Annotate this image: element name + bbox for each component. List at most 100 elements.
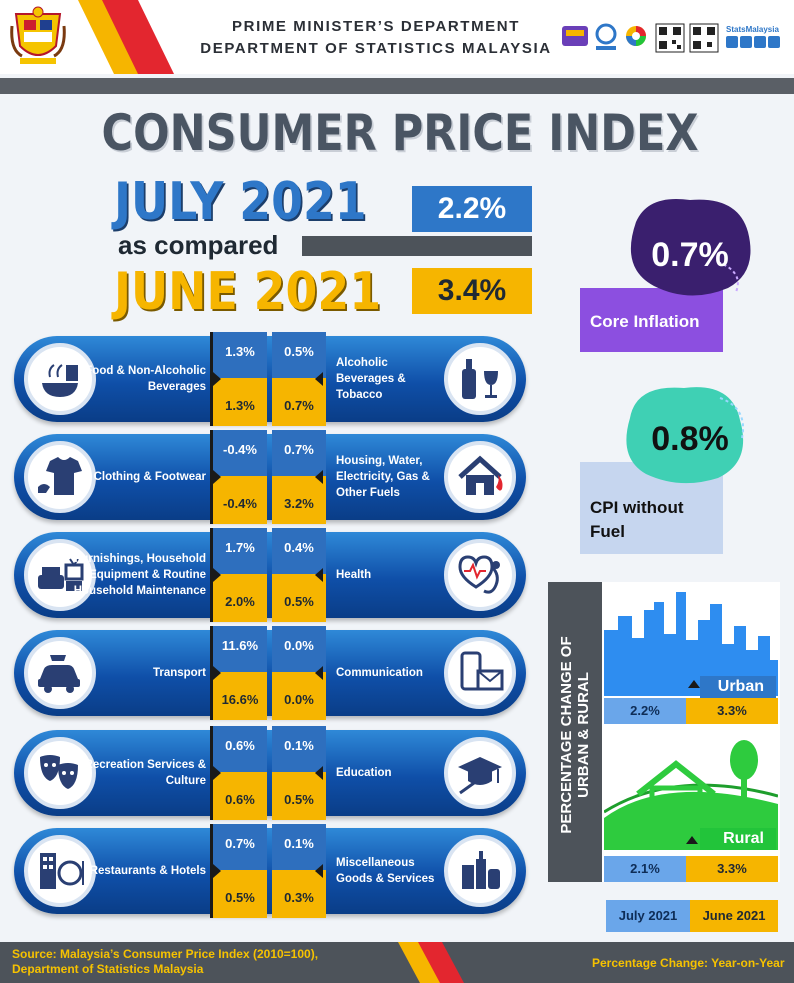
previous-period-value: 0.7% [272,378,326,426]
group-label-left: Clothing & Footwear [93,471,206,483]
core-inflation-label: Core Inflation [590,312,700,331]
mystats-logo-icon [595,23,617,50]
previous-period-value: -0.4% [213,476,267,524]
pointer-notch [315,666,323,680]
pointer-notch [213,666,221,680]
group-label-right: Education [336,767,392,779]
group-row: Clothing & Footwear Housing, Water, Elect… [14,430,526,524]
core-inflation-blob [630,198,751,296]
current-period-heading: JULY 2021 [114,172,367,232]
group-row: Transport Communication 11.6% 16.6% 0.0% 0.0% [14,626,526,720]
value-column-right: 0.1% 0.3% [272,824,326,918]
hotel-icon [24,835,96,907]
theatre-masks-icon [24,737,96,809]
stats-logo-icon [562,26,588,46]
group-label-right: Housing, Water, Electricity, Gas & Other… [336,455,430,499]
group-label-left: Furnishings, Household Equipment & Routi… [73,553,206,597]
pointer-notch [213,766,221,780]
headline-previous-value: 3.4% [412,268,532,314]
legend-current-period: July 2021 [606,900,690,932]
value-column-left: 1.7% 2.0% [210,528,267,622]
rural-label: Rural [700,828,776,850]
house-icon [444,441,516,513]
previous-period-value: 0.6% [213,772,267,820]
bottle-glass-icon [444,343,516,415]
svg-text:StatsMalaysia: StatsMalaysia [726,25,779,34]
malaysia-crest-icon [10,6,66,64]
current-period-value: 1.3% [213,332,267,378]
group-label-right: Miscellaneous Goods & Services [336,857,435,885]
car-icon [24,637,96,709]
group-row: Recreation Services & Culture Education 0.… [14,726,526,820]
pointer-notch [213,864,221,878]
group-label-left: Restaurants & Hotels [89,865,206,877]
current-period-value: 0.1% [272,824,326,870]
pointer-notch [315,766,323,780]
legend-previous-period: June 2021 [690,900,778,932]
group-row: Food & Non-Alcoholic Beverages Alcoholic … [14,332,526,426]
value-column-left: -0.4% -0.4% [210,430,267,524]
food-icon [24,343,96,415]
headline-current-value: 2.2% [412,186,532,232]
pointer-notch [213,470,221,484]
previous-period-value: 1.3% [213,378,267,426]
previous-period-heading: JUNE 2021 [114,262,382,322]
value-column-right: 0.0% 0.0% [272,626,326,720]
cpi-without-fuel-blob [626,387,744,484]
footer-stripe-decoration [398,942,464,983]
stethoscope-icon [444,539,516,611]
current-period-value: 1.7% [213,528,267,574]
previous-period-value: 0.5% [213,870,267,918]
core-inflation-panel [580,288,723,352]
value-column-left: 1.3% 1.3% [210,332,267,426]
city-skyline-icon [604,592,778,696]
department-line-1: PRIME MINISTER’S DEPARTMENT [232,18,520,35]
urban-label: Urban [700,676,776,698]
source-line-2: Department of Statistics Malaysia [12,962,204,976]
value-column-right: 0.4% 0.5% [272,528,326,622]
toiletries-icon [444,835,516,907]
rural-current-value: 2.1% [604,856,686,882]
pointer-notch [315,864,323,878]
urban-current-value: 2.2% [604,698,686,724]
furniture-icon [24,539,96,611]
clothing-icon [24,441,96,513]
source-line-1: Source: Malaysia’s Consumer Price Index … [12,947,319,961]
group-label-left: Recreation Services & Culture [84,759,206,787]
pointer-notch [213,568,221,582]
group-label-right: Health [336,569,372,581]
core-inflation-value: 0.7% [651,236,729,274]
pointer-notch [315,470,323,484]
value-column-right: 0.5% 0.7% [272,332,326,426]
compared-label: as compared [118,230,279,260]
previous-period-value: 0.5% [272,574,326,622]
pointer-notch [315,568,323,582]
pointer-notch [315,372,323,386]
current-period-value: 0.4% [272,528,326,574]
current-period-value: 0.5% [272,332,326,378]
compare-bar [302,236,532,256]
current-period-value: -0.4% [213,430,267,476]
page-title: CONSUMER PRICE INDEX [101,104,699,162]
value-column-right: 0.7% 3.2% [272,430,326,524]
department-line-2: DEPARTMENT OF STATISTICS MALAYSIA [200,40,552,57]
cpi-without-fuel-value: 0.8% [651,420,729,458]
qr-code-icon-2 [689,23,719,53]
qr-code-icon [655,23,685,53]
urban-rural-side-bar [548,582,602,882]
current-period-value: 0.7% [272,430,326,476]
sdg-wheel-icon [626,26,646,46]
current-period-value: 0.1% [272,726,326,772]
group-row: Furnishings, Household Equipment & Routi… [14,528,526,622]
previous-period-value: 0.3% [272,870,326,918]
previous-period-value: 0.5% [272,772,326,820]
footer-note: Percentage Change: Year-on-Year [592,956,785,970]
pointer-notch [213,372,221,386]
group-label-right: Communication [336,667,423,679]
group-row: Restaurants & Hotels Miscellaneous Goods … [14,824,526,918]
graduation-cap-icon [444,737,516,809]
header-divider-bar [0,78,794,94]
value-column-left: 0.7% 0.5% [210,824,267,918]
partner-logos: StatsMalaysia [562,23,780,53]
previous-period-value: 2.0% [213,574,267,622]
